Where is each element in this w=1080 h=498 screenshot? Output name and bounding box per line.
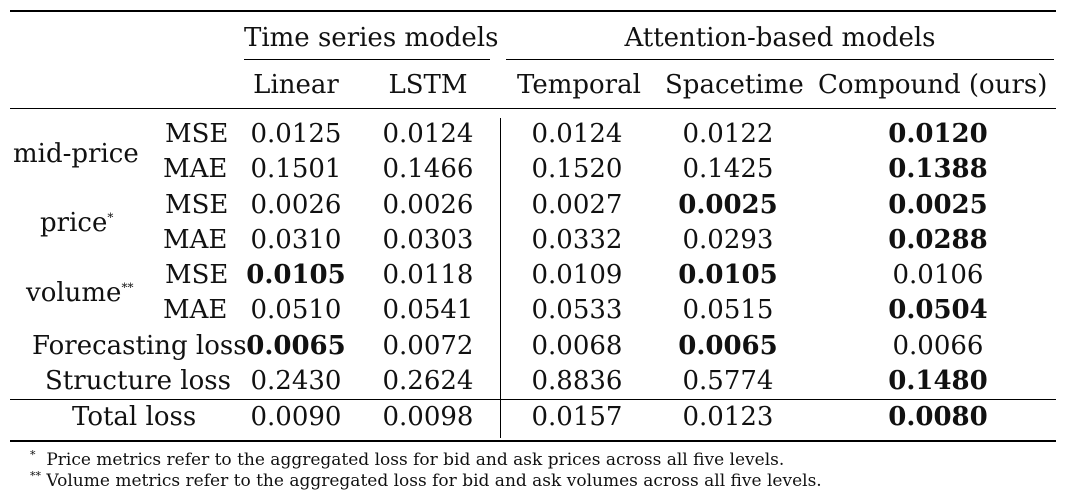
row-label-structure-loss: Structure loss [45,366,231,396]
table-cell: 0.0080 [888,402,988,432]
table-cell: 0.0118 [382,260,474,290]
table-cell: 0.0332 [531,225,623,255]
row-group-mid-price: mid-price [13,139,139,169]
metric-label: MSE [165,190,229,220]
table-cell: 0.0106 [892,260,984,290]
top-rule [10,10,1056,12]
table-cell: 0.0105 [246,260,346,290]
metric-label: MAE [163,154,228,184]
table-cell: 0.0122 [682,119,774,149]
table-cell: 0.2624 [382,366,474,396]
row-group-price: price* [40,208,114,238]
bottom-rule [10,440,1056,442]
volume-footnote-mark: ** [121,280,134,295]
table-cell: 0.8836 [531,366,623,396]
table-cell: 0.0026 [250,190,342,220]
table-cell: 0.0123 [682,402,774,432]
table-cell: 0.0026 [382,190,474,220]
table-cell: 0.0120 [888,119,988,149]
table-cell: 0.0124 [382,119,474,149]
row-label-total-loss: Total loss [72,402,197,432]
table-cell: 0.0090 [250,402,342,432]
table-cell: 0.0303 [382,225,474,255]
group-header-time-series: Time series models [244,23,499,53]
footnote-mark: * [30,448,36,462]
footnote-mark: ** [30,469,41,483]
table-cell: 0.0533 [531,295,623,325]
footnote-text: Price metrics refer to the aggregated lo… [46,450,785,470]
table-cell: 0.1425 [682,154,774,184]
table-cell: 0.0072 [382,331,474,361]
table-cell: 0.1480 [888,366,988,396]
table-cell: 0.0515 [682,295,774,325]
footnote-price: * Price metrics refer to the aggregated … [30,449,785,470]
table-cell: 0.0157 [531,402,623,432]
table-cell: 0.0068 [531,331,623,361]
table-cell: 0.0125 [250,119,342,149]
table-cell: 0.0025 [678,190,778,220]
total-rule [10,399,1056,400]
column-header-compound: Compound (ours) [818,70,1048,100]
column-header-linear: Linear [253,70,339,100]
table-cell: 0.0293 [682,225,774,255]
table-cell: 0.0510 [250,295,342,325]
table-cell: 0.1466 [382,154,474,184]
metric-label: MSE [165,119,229,149]
table-cell: 0.0288 [888,225,988,255]
column-header-spacetime: Spacetime [665,70,804,100]
price-footnote-mark: * [107,210,114,225]
table-cell: 0.0027 [531,190,623,220]
table-cell: 0.1388 [888,154,988,184]
table-cell: 0.0310 [250,225,342,255]
table-cell: 0.0105 [678,260,778,290]
table-cell: 0.5774 [682,366,774,396]
table-cell: 0.2430 [250,366,342,396]
table-cell: 0.0098 [382,402,474,432]
table-cell: 0.0124 [531,119,623,149]
table-cell: 0.1520 [531,154,623,184]
footnote-text: Volume metrics refer to the aggregated l… [46,471,822,491]
row-label-forecasting-loss: Forecasting loss [32,331,247,361]
column-header-lstm: LSTM [388,70,468,100]
table-cell: 0.0109 [531,260,623,290]
group-underline-time-series [244,59,490,60]
column-header-temporal: Temporal [517,70,641,100]
table-cell: 0.0065 [678,331,778,361]
metric-label: MAE [163,295,228,325]
table-cell: 0.0066 [892,331,984,361]
table-cell: 0.1501 [250,154,342,184]
table-cell: 0.0504 [888,295,988,325]
group-underline-attention [506,59,1054,60]
column-separator [500,118,501,438]
table-cell: 0.0541 [382,295,474,325]
table-cell: 0.0025 [888,190,988,220]
group-header-attention: Attention-based models [624,23,936,53]
metric-label: MSE [165,260,229,290]
row-group-volume: volume** [26,278,134,308]
metric-label: MAE [163,225,228,255]
footnote-volume: ** Volume metrics refer to the aggregate… [30,470,822,491]
table-cell: 0.0065 [246,331,346,361]
header-rule [10,108,1056,109]
